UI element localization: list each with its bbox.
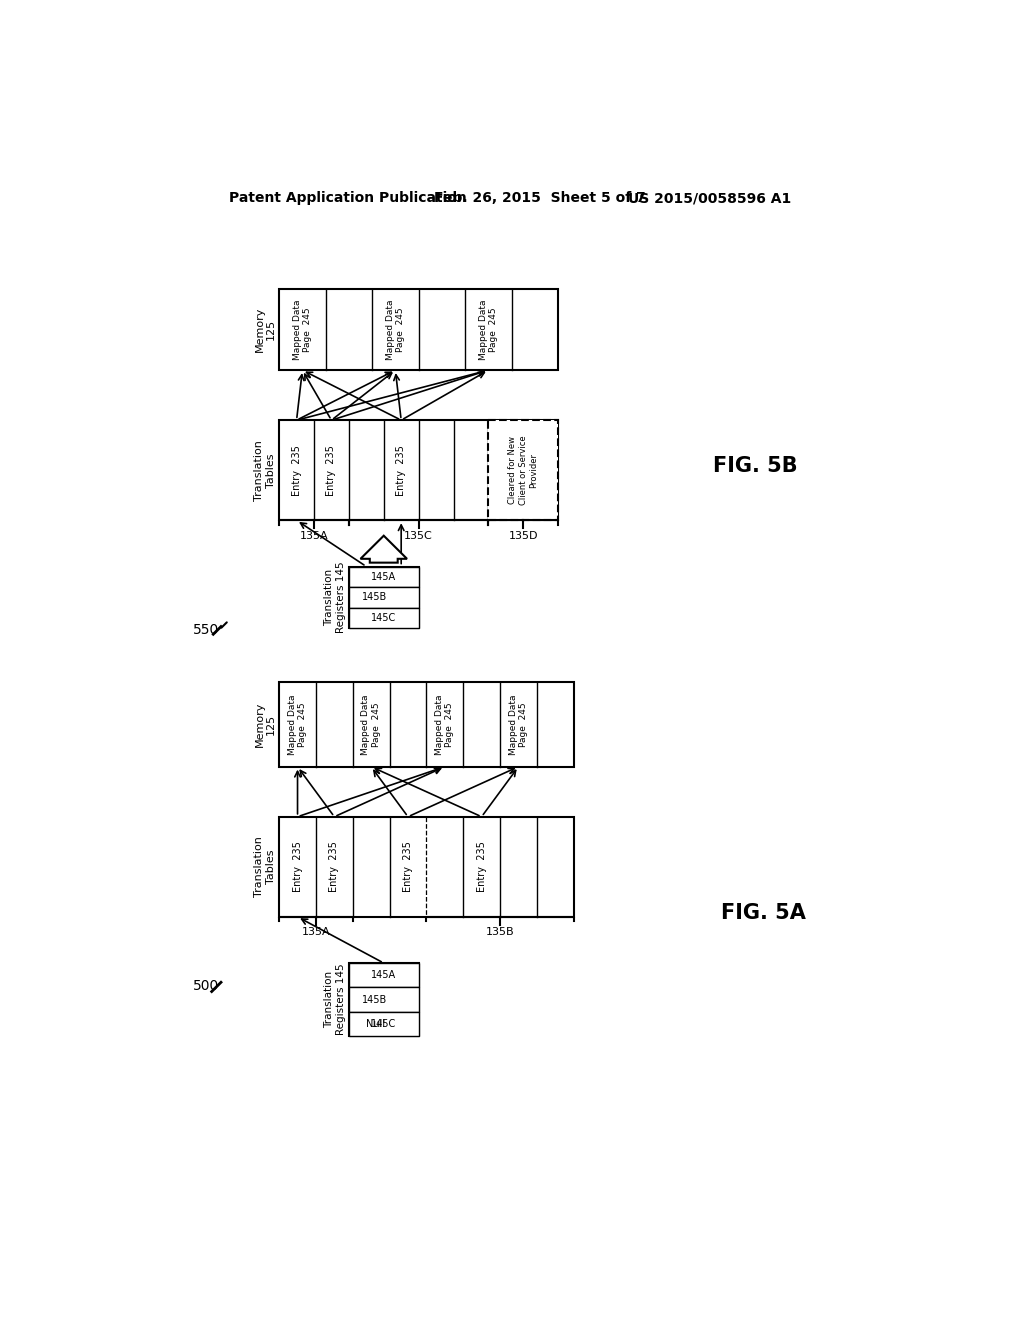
Text: Memory
125: Memory 125 [254, 308, 276, 352]
Bar [349, 964, 419, 1036]
Text: Mapped Data
Page  245: Mapped Data Page 245 [293, 300, 312, 360]
Text: 135C: 135C [404, 531, 433, 541]
Text: Translation
Registers 145: Translation Registers 145 [325, 561, 346, 634]
Text: Memory
125: Memory 125 [254, 702, 276, 747]
Text: Entry  235: Entry 235 [293, 841, 302, 892]
Polygon shape [360, 536, 407, 562]
Text: 145B: 145B [361, 995, 387, 1005]
Text: Entry  235: Entry 235 [327, 445, 337, 496]
Text: Translation
Tables: Translation Tables [254, 837, 276, 898]
Text: 135A: 135A [300, 531, 329, 541]
Text: 145A: 145A [371, 572, 396, 582]
Bar [349, 964, 419, 987]
Text: Cleared for New
Client or Service
Provider: Cleared for New Client or Service Provid… [508, 436, 539, 506]
Text: 145B: 145B [361, 593, 387, 602]
Text: Entry  235: Entry 235 [476, 841, 486, 892]
Text: Mapped Data
Page  245: Mapped Data Page 245 [435, 694, 455, 755]
Text: 550: 550 [194, 623, 219, 636]
Bar [349, 587, 419, 607]
Bar [349, 566, 419, 587]
Text: Mapped Data
Page  245: Mapped Data Page 245 [386, 300, 406, 360]
Text: Null: Null [367, 1019, 386, 1030]
Text: Entry  235: Entry 235 [292, 445, 301, 496]
Text: Entry  235: Entry 235 [396, 445, 407, 496]
Bar [280, 289, 558, 370]
Text: FIG. 5A: FIG. 5A [721, 903, 806, 923]
Text: Entry  235: Entry 235 [403, 841, 413, 892]
Text: Mapped Data
Page  245: Mapped Data Page 245 [509, 694, 528, 755]
Bar [280, 817, 573, 917]
Text: 500: 500 [194, 979, 219, 993]
Text: Feb. 26, 2015  Sheet 5 of 7: Feb. 26, 2015 Sheet 5 of 7 [434, 191, 646, 206]
Text: FIG. 5B: FIG. 5B [714, 457, 798, 477]
Text: 145A: 145A [371, 970, 396, 981]
Text: 145C: 145C [371, 1019, 396, 1030]
Bar [349, 987, 419, 1012]
Text: 135A: 135A [302, 927, 331, 937]
Text: Entry  235: Entry 235 [330, 841, 339, 892]
Text: Patent Application Publication: Patent Application Publication [228, 191, 467, 206]
Bar [349, 566, 419, 628]
Text: Mapped Data
Page  245: Mapped Data Page 245 [361, 694, 381, 755]
Text: Translation
Registers 145: Translation Registers 145 [325, 964, 346, 1035]
Text: Mapped Data
Page  245: Mapped Data Page 245 [288, 694, 307, 755]
Bar [349, 607, 419, 628]
Text: 135B: 135B [485, 927, 514, 937]
Bar [488, 420, 558, 520]
Text: Translation
Tables: Translation Tables [254, 440, 276, 500]
Bar [280, 682, 573, 767]
Text: 135D: 135D [509, 531, 538, 541]
Text: Mapped Data
Page  245: Mapped Data Page 245 [478, 300, 498, 360]
Bar [280, 420, 558, 520]
Bar [349, 1012, 419, 1036]
Text: 145C: 145C [371, 612, 396, 623]
Text: US 2015/0058596 A1: US 2015/0058596 A1 [628, 191, 792, 206]
